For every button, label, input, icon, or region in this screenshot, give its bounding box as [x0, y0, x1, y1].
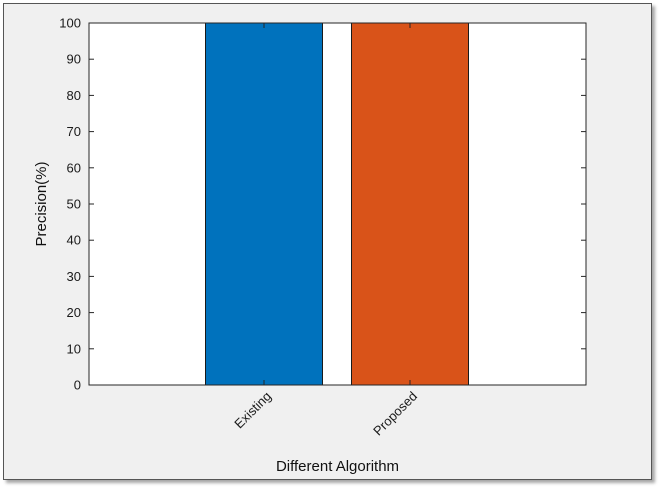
x-tick-label: Existing	[231, 389, 274, 432]
y-tick-label: 10	[67, 341, 81, 356]
x-tick-label: Proposed	[370, 389, 420, 439]
y-tick-label: 20	[67, 305, 81, 320]
bar-proposed	[351, 22, 469, 386]
y-tick-label: 90	[67, 52, 81, 67]
y-tick-label: 50	[67, 197, 81, 212]
x-axis-label: Different Algorithm	[276, 458, 399, 475]
y-tick-label: 0	[74, 378, 81, 393]
y-tick-label: 80	[67, 88, 81, 103]
y-tick-label: 40	[67, 233, 81, 248]
y-tick-label: 70	[67, 124, 81, 139]
y-axis-label: Precision(%)	[33, 161, 50, 246]
y-tick-label: 100	[59, 16, 81, 31]
plot-area	[89, 23, 586, 385]
bar-existing	[205, 22, 323, 386]
y-axis-ticks: 0 10 20 30 40 50 60 70 80 90 100	[59, 16, 586, 393]
y-tick-label: 30	[67, 269, 81, 284]
y-tick-label: 60	[67, 160, 81, 175]
